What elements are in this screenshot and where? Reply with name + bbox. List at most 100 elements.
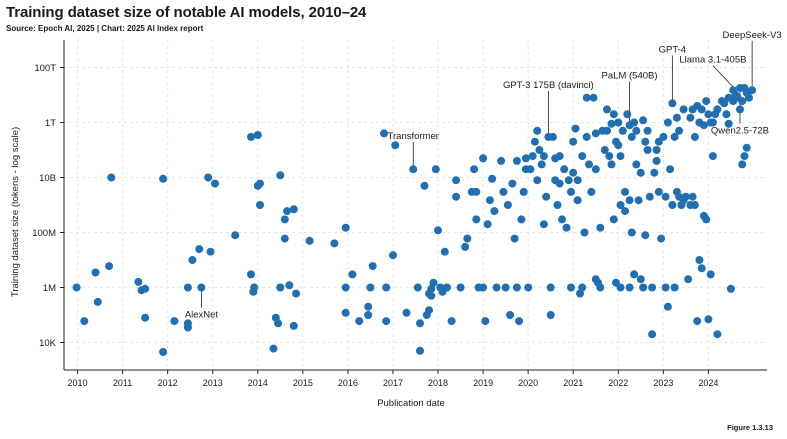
data-point (650, 168, 659, 177)
data-point (409, 165, 418, 174)
data-point (706, 270, 715, 279)
data-point (666, 165, 675, 174)
data-point (492, 283, 501, 292)
data-point (672, 113, 681, 122)
data-point (548, 132, 557, 141)
data-point (141, 284, 150, 293)
data-point (724, 119, 733, 128)
data-point (524, 283, 533, 292)
data-point (481, 317, 490, 326)
data-point (684, 275, 693, 284)
data-point (625, 196, 634, 205)
data-point (452, 192, 461, 201)
data-point (708, 152, 717, 161)
x-axis-label: Publication date (377, 398, 445, 409)
data-point (641, 137, 650, 146)
data-point (503, 201, 512, 209)
data-point (693, 317, 702, 326)
data-point (427, 291, 436, 300)
data-point (420, 181, 429, 190)
data-points (72, 84, 757, 356)
data-point (621, 207, 629, 216)
data-point (348, 270, 357, 279)
data-point (621, 187, 629, 196)
data-point (679, 105, 688, 114)
data-point (553, 201, 562, 209)
data-point (391, 141, 400, 150)
data-point (159, 174, 168, 183)
data-point (499, 187, 508, 196)
data-point (515, 317, 524, 326)
data-point (708, 118, 717, 127)
data-point (722, 110, 731, 119)
data-point (170, 317, 179, 326)
y-tick-label: 100M (32, 228, 56, 239)
data-point (289, 321, 298, 330)
y-tick-label: 1M (43, 283, 56, 294)
data-point (183, 323, 192, 332)
data-point (569, 137, 578, 146)
data-point (276, 283, 285, 292)
data-point (605, 152, 614, 161)
data-point (740, 152, 749, 161)
data-point (382, 317, 391, 326)
data-point (528, 152, 537, 161)
data-point (591, 165, 600, 174)
data-point (659, 132, 668, 141)
x-tick-label: 2016 (338, 378, 358, 388)
data-point (247, 132, 255, 141)
data-point (578, 152, 587, 161)
data-point (560, 165, 569, 174)
data-point (670, 283, 679, 292)
data-point (573, 176, 582, 185)
data-point (663, 118, 672, 127)
x-tick-label: 2015 (293, 378, 313, 388)
annotation-labels: AlexNet Transformer GPT-3 175B (davinci) Pa… (185, 30, 782, 321)
data-point (256, 179, 264, 188)
data-point (526, 165, 535, 174)
data-point (330, 239, 339, 248)
data-point (530, 137, 539, 146)
data-point (247, 270, 255, 279)
data-point (607, 160, 616, 169)
data-point (231, 231, 240, 240)
data-point (105, 262, 114, 271)
data-point (690, 201, 699, 209)
data-point (670, 132, 679, 141)
data-point (567, 187, 575, 196)
data-point (512, 156, 521, 165)
x-tick-label: 2012 (158, 378, 178, 388)
data-point (639, 116, 648, 125)
data-point (609, 215, 618, 224)
data-point (630, 270, 639, 279)
data-point (463, 234, 472, 243)
data-point (456, 283, 465, 292)
data-point (204, 173, 213, 182)
data-point (738, 160, 747, 169)
data-point (634, 196, 643, 205)
data-point (582, 132, 591, 141)
x-tick-label: 2013 (203, 378, 223, 388)
data-point (578, 283, 587, 292)
data-point (427, 284, 436, 293)
data-point (736, 105, 744, 114)
data-point (512, 283, 521, 292)
annotation-label: AlexNet (185, 310, 219, 321)
data-point (652, 146, 661, 154)
data-point (539, 152, 548, 161)
data-point (603, 126, 611, 135)
data-point (616, 152, 625, 161)
data-point (558, 215, 566, 224)
data-point (625, 283, 634, 292)
data-point (389, 251, 397, 260)
data-point (726, 284, 735, 293)
data-point (447, 317, 456, 326)
x-tick-label: 2010 (68, 378, 88, 388)
x-tick-label: 2017 (383, 378, 403, 388)
data-point (253, 131, 262, 139)
annotation-label: DeepSeek-V3 (723, 30, 782, 41)
data-point (607, 119, 616, 128)
data-point (600, 146, 609, 154)
data-point (539, 220, 548, 229)
data-point (416, 346, 424, 355)
